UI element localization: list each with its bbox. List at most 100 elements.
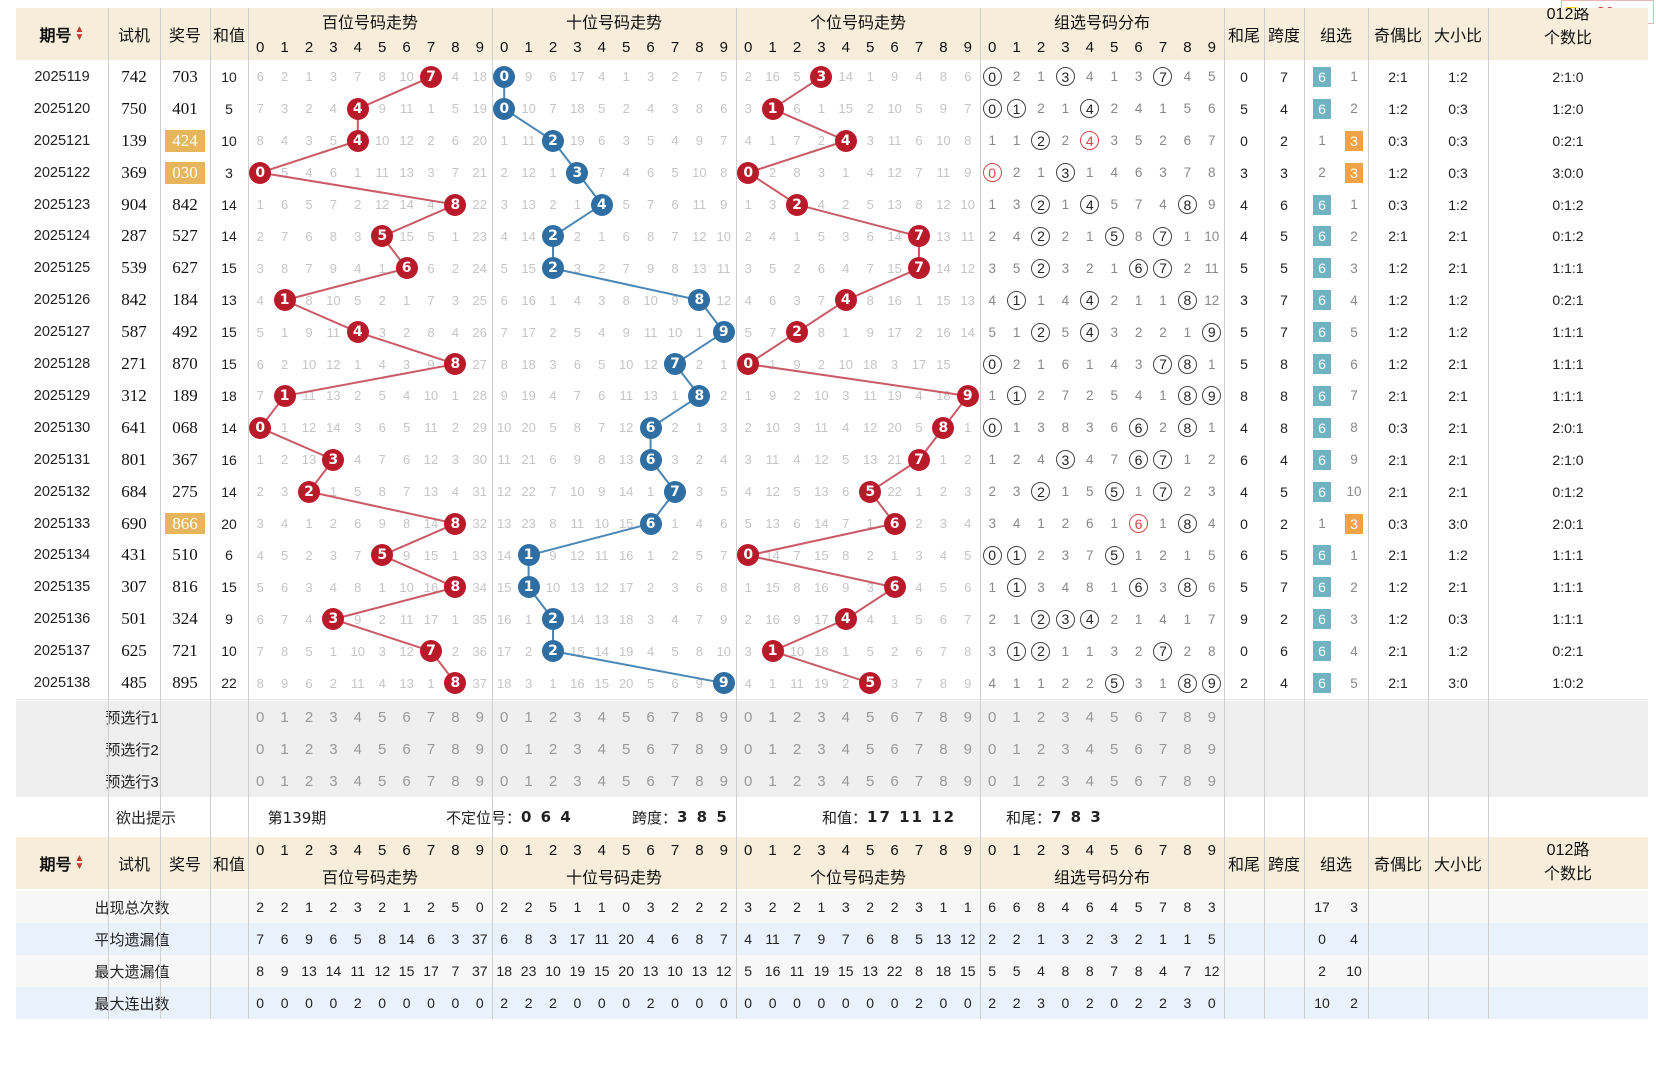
- preselect-digit[interactable]: 2: [304, 772, 314, 790]
- preselect-digit[interactable]: 5: [378, 740, 387, 758]
- preselect-digit[interactable]: 7: [670, 740, 680, 758]
- preselect-digit[interactable]: 7: [426, 708, 436, 726]
- preselect-digit[interactable]: 6: [1134, 772, 1143, 790]
- preselect-digit[interactable]: 9: [1207, 708, 1216, 726]
- preselect-digit[interactable]: 1: [1012, 740, 1021, 758]
- preselect-digit[interactable]: 1: [524, 708, 533, 726]
- preselect-digit[interactable]: 3: [817, 708, 826, 726]
- preselect-digit[interactable]: 0: [988, 740, 997, 758]
- preselect-digit[interactable]: 0: [256, 708, 265, 726]
- preselect-digit[interactable]: 4: [1085, 772, 1094, 790]
- preselect-digit[interactable]: 3: [1061, 708, 1070, 726]
- preselect-digit[interactable]: 9: [963, 772, 972, 790]
- preselect-digit[interactable]: 3: [1061, 740, 1070, 758]
- preselect-digit[interactable]: 5: [866, 740, 875, 758]
- preselect-digit[interactable]: 0: [988, 772, 997, 790]
- preselect-digit[interactable]: 8: [939, 740, 948, 758]
- preselect-digit[interactable]: 6: [402, 772, 411, 790]
- preselect-digit[interactable]: 5: [622, 740, 631, 758]
- preselect-digit[interactable]: 9: [719, 772, 728, 790]
- preselect-digit[interactable]: 9: [475, 772, 484, 790]
- preselect-digit[interactable]: 6: [402, 708, 411, 726]
- preselect-digit[interactable]: 9: [1207, 740, 1216, 758]
- preselect-digit[interactable]: 1: [524, 772, 533, 790]
- preselect-digit[interactable]: 5: [866, 708, 875, 726]
- preselect-digit[interactable]: 9: [1207, 772, 1216, 790]
- preselect-digit[interactable]: 5: [622, 772, 631, 790]
- preselect-digit[interactable]: 3: [573, 708, 582, 726]
- preselect-digit[interactable]: 1: [1012, 708, 1021, 726]
- footer-issue-header[interactable]: 期号 ▲ ▼: [16, 837, 108, 889]
- preselect-digit[interactable]: 3: [1061, 772, 1070, 790]
- preselect-digit[interactable]: 7: [914, 740, 924, 758]
- preselect-digit[interactable]: 1: [768, 708, 777, 726]
- preselect-digit[interactable]: 8: [451, 740, 460, 758]
- preselect-digit[interactable]: 0: [744, 708, 753, 726]
- preselect-digit[interactable]: 5: [378, 772, 387, 790]
- preselect-digit[interactable]: 1: [524, 740, 533, 758]
- preselect-digit[interactable]: 0: [988, 708, 997, 726]
- preselect-digit[interactable]: 8: [1183, 772, 1192, 790]
- preselect-digit[interactable]: 9: [963, 708, 972, 726]
- preselect-digit[interactable]: 8: [695, 708, 704, 726]
- preselect-digit[interactable]: 4: [841, 740, 850, 758]
- preselect-digit[interactable]: 3: [329, 740, 338, 758]
- preselect-digit[interactable]: 2: [792, 772, 802, 790]
- preselect-digit[interactable]: 8: [695, 740, 704, 758]
- preselect-digit[interactable]: 0: [256, 740, 265, 758]
- preselect-digit[interactable]: 8: [451, 772, 460, 790]
- preselect-digit[interactable]: 4: [841, 772, 850, 790]
- sort-icon[interactable]: ▲ ▼: [74, 24, 85, 43]
- preselect-digit[interactable]: 2: [792, 708, 802, 726]
- preselect-digit[interactable]: 3: [573, 740, 582, 758]
- preselect-digit[interactable]: 7: [1158, 772, 1168, 790]
- preselect-digit[interactable]: 1: [768, 772, 777, 790]
- preselect-digit[interactable]: 8: [1183, 740, 1192, 758]
- preselect-digit[interactable]: 5: [1110, 772, 1119, 790]
- preselect-digit[interactable]: 4: [597, 772, 606, 790]
- preselect-digit[interactable]: 0: [256, 772, 265, 790]
- preselect-digit[interactable]: 6: [890, 772, 899, 790]
- preselect-digit[interactable]: 2: [1036, 740, 1046, 758]
- preselect-digit[interactable]: 8: [451, 708, 460, 726]
- preselect-digit[interactable]: 4: [841, 708, 850, 726]
- sort-icon[interactable]: ▲ ▼: [74, 853, 85, 872]
- preselect-digit[interactable]: 6: [1134, 708, 1143, 726]
- preselect-digit[interactable]: 6: [890, 740, 899, 758]
- preselect-digit[interactable]: 8: [939, 708, 948, 726]
- preselect-digit[interactable]: 3: [329, 772, 338, 790]
- preselect-digit[interactable]: 3: [329, 708, 338, 726]
- preselect-digit[interactable]: 4: [597, 740, 606, 758]
- preselect-digit[interactable]: 3: [817, 740, 826, 758]
- preselect-digit[interactable]: 1: [280, 740, 289, 758]
- preselect-digit[interactable]: 8: [695, 772, 704, 790]
- preselect-digit[interactable]: 9: [719, 740, 728, 758]
- preselect-digit[interactable]: 2: [304, 740, 314, 758]
- preselect-digit[interactable]: 4: [353, 772, 362, 790]
- preselect-digit[interactable]: 0: [744, 740, 753, 758]
- preselect-digit[interactable]: 2: [792, 740, 802, 758]
- preselect-digit[interactable]: 7: [670, 772, 680, 790]
- preselect-digit[interactable]: 3: [573, 772, 582, 790]
- preselect-digit[interactable]: 2: [304, 708, 314, 726]
- preselect-digit[interactable]: 0: [500, 740, 509, 758]
- preselect-digit[interactable]: 9: [719, 708, 728, 726]
- preselect-digit[interactable]: 8: [1183, 708, 1192, 726]
- preselect-digit[interactable]: 3: [817, 772, 826, 790]
- preselect-digit[interactable]: 4: [1085, 740, 1094, 758]
- preselect-digit[interactable]: 8: [939, 772, 948, 790]
- preselect-digit[interactable]: 6: [402, 740, 411, 758]
- preselect-digit[interactable]: 2: [1036, 708, 1046, 726]
- preselect-digit[interactable]: 2: [548, 772, 558, 790]
- preselect-digit[interactable]: 7: [426, 772, 436, 790]
- preselect-digit[interactable]: 6: [1134, 740, 1143, 758]
- preselect-digit[interactable]: 2: [548, 740, 558, 758]
- preselect-digit[interactable]: 7: [670, 708, 680, 726]
- preselect-digit[interactable]: 4: [597, 708, 606, 726]
- preselect-digit[interactable]: 5: [866, 772, 875, 790]
- preselect-digit[interactable]: 0: [500, 772, 509, 790]
- preselect-digit[interactable]: 7: [914, 708, 924, 726]
- preselect-digit[interactable]: 7: [426, 740, 436, 758]
- preselect-digit[interactable]: 0: [744, 772, 753, 790]
- preselect-digit[interactable]: 1: [280, 708, 289, 726]
